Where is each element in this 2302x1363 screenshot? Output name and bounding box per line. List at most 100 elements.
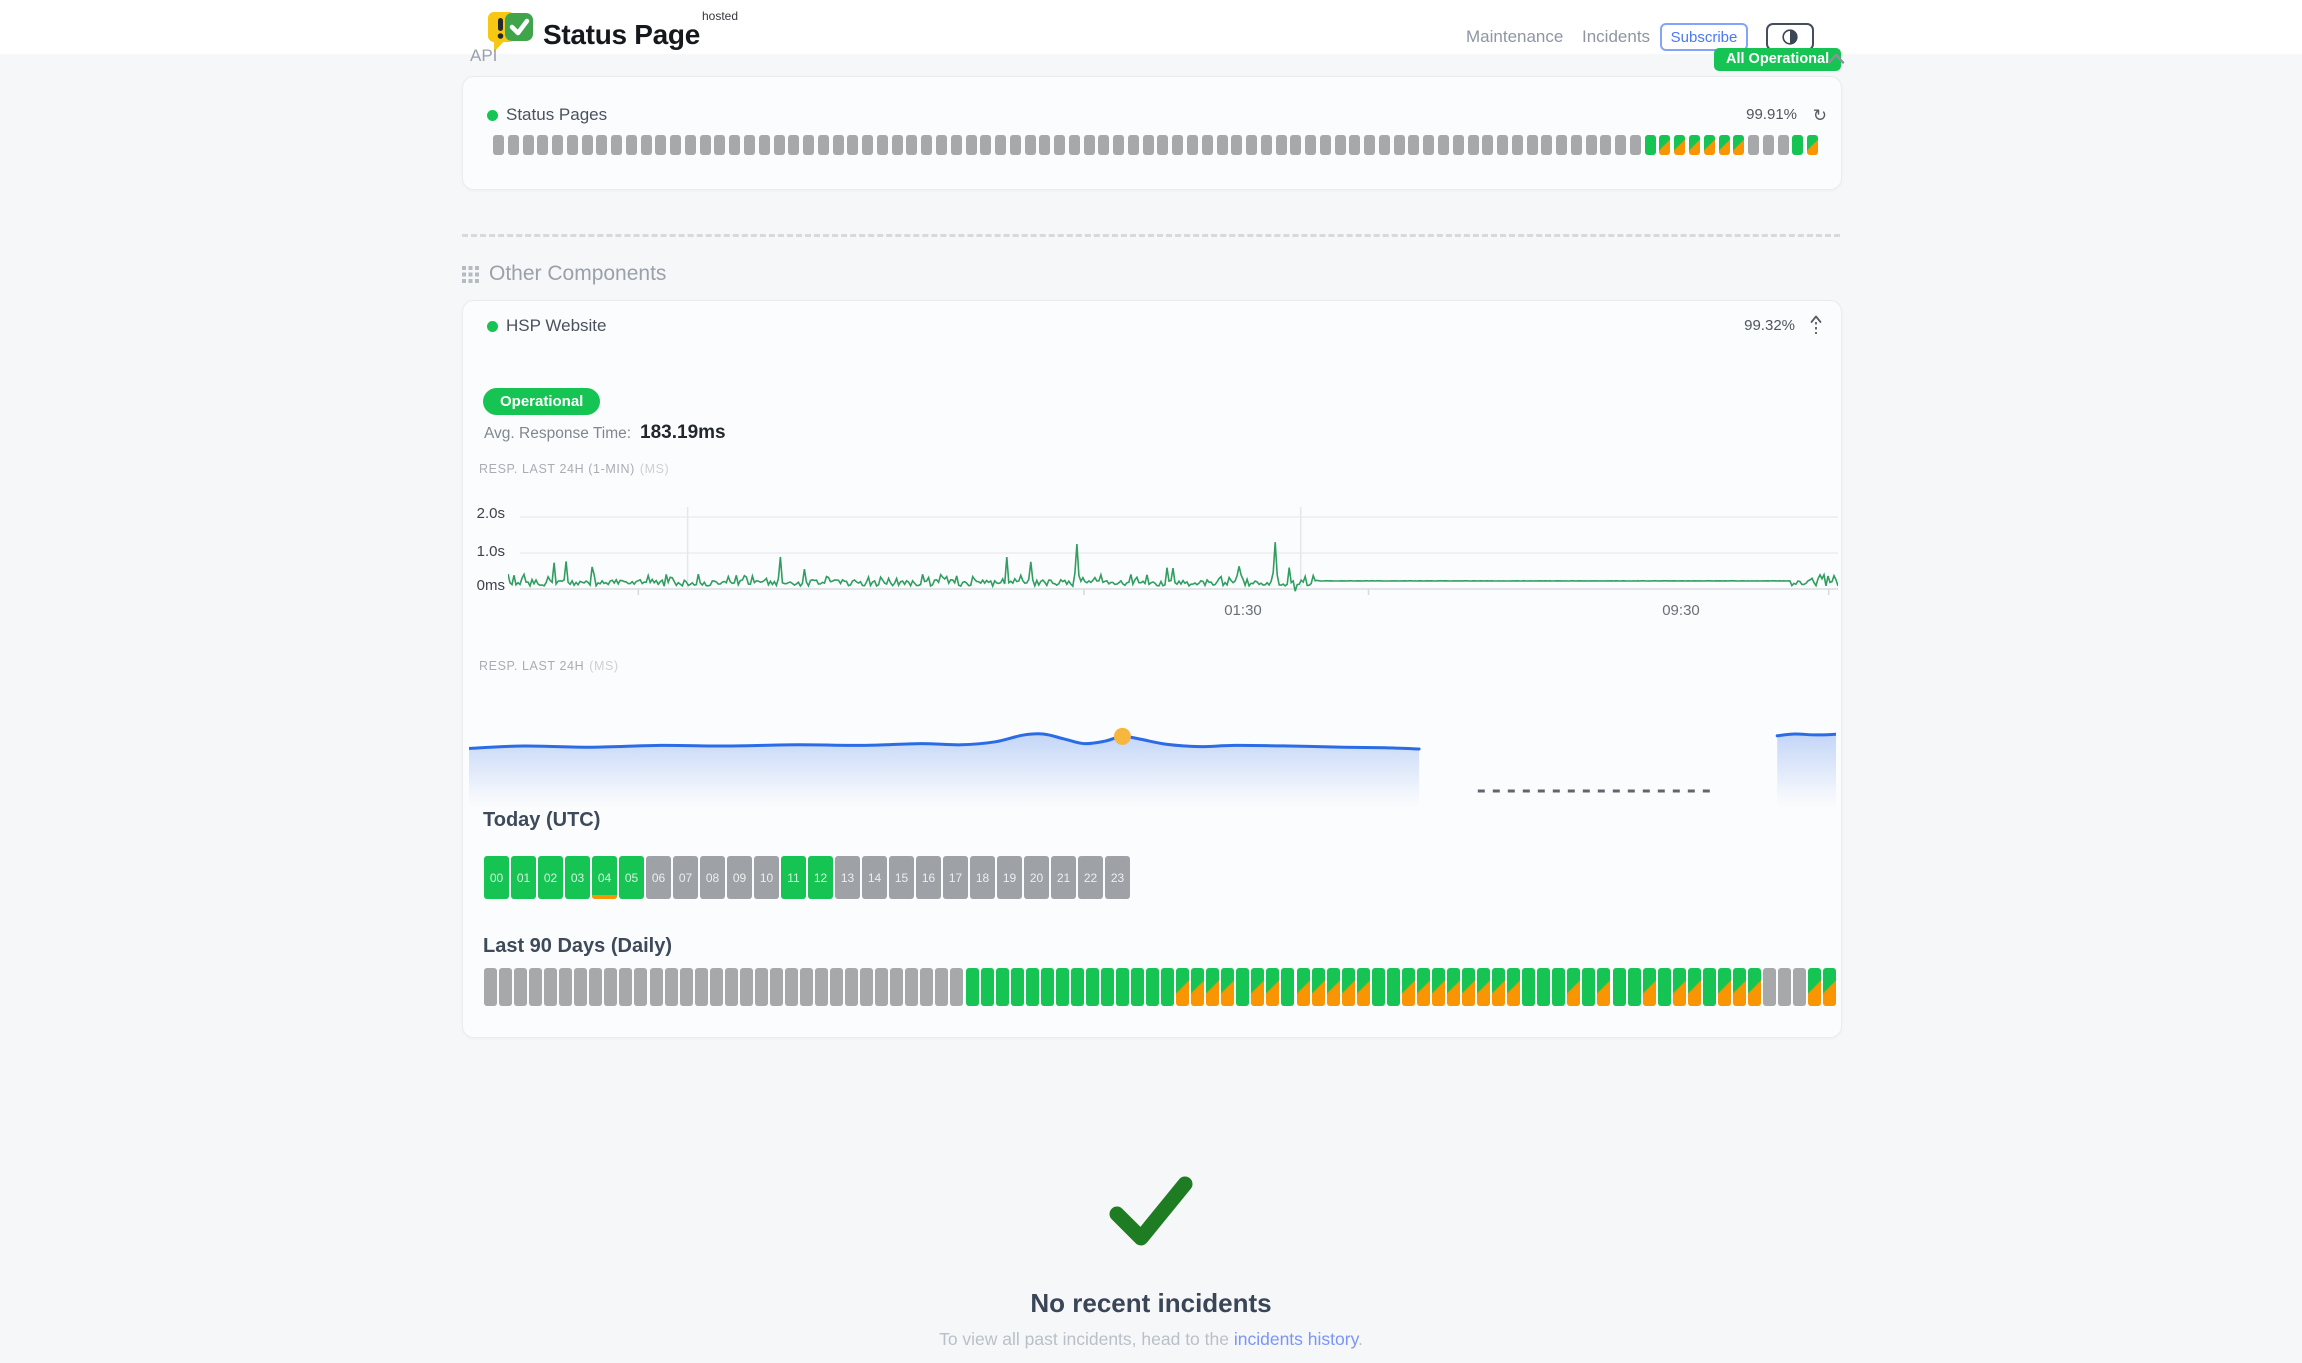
uptime-day-bar[interactable] — [1115, 968, 1129, 1006]
uptime-day-bar[interactable] — [1657, 968, 1671, 1006]
uptime-day-bar[interactable] — [1025, 968, 1039, 1006]
uptime-day-bar[interactable] — [1246, 135, 1258, 155]
hour-cell[interactable]: 12 — [808, 856, 833, 899]
uptime-day-bar[interactable] — [1556, 135, 1568, 155]
uptime-day-bar[interactable] — [1161, 968, 1175, 1006]
uptime-day-bar[interactable] — [1718, 135, 1730, 155]
uptime-day-bar[interactable] — [1492, 968, 1506, 1006]
hour-cell[interactable]: 17 — [943, 856, 968, 899]
uptime-day-bar[interactable] — [1221, 968, 1235, 1006]
uptime-day-bar[interactable] — [1462, 968, 1476, 1006]
uptime-day-bar[interactable] — [1526, 135, 1538, 155]
uptime-day-bar[interactable] — [1260, 135, 1272, 155]
uptime-day-bar[interactable] — [649, 968, 663, 1006]
uptime-day-bar[interactable] — [1275, 135, 1287, 155]
uptime-day-bar[interactable] — [1733, 135, 1745, 155]
hour-cell[interactable]: 00 — [484, 856, 509, 899]
uptime-day-bar[interactable] — [1423, 135, 1435, 155]
uptime-day-bar[interactable] — [655, 135, 667, 155]
uptime-day-bar[interactable] — [1085, 968, 1099, 1006]
uptime-day-bar[interactable] — [890, 968, 904, 1006]
uptime-day-bar[interactable] — [1612, 968, 1626, 1006]
uptime-day-bar[interactable] — [1146, 968, 1160, 1006]
uptime-day-bar[interactable] — [1266, 968, 1280, 1006]
uptime-day-bar[interactable] — [640, 135, 652, 155]
uptime-day-bar[interactable] — [1131, 968, 1145, 1006]
uptime-day-bar[interactable] — [1311, 968, 1325, 1006]
uptime-day-bar[interactable] — [1717, 968, 1731, 1006]
uptime-day-bar[interactable] — [1777, 135, 1789, 155]
uptime-day-bar[interactable] — [1055, 968, 1069, 1006]
uptime-day-bar[interactable] — [1507, 968, 1521, 1006]
uptime-day-bar[interactable] — [1416, 968, 1430, 1006]
uptime-day-bar[interactable] — [1687, 968, 1701, 1006]
uptime-day-bar[interactable] — [1702, 968, 1716, 1006]
uptime-day-bar[interactable] — [493, 135, 504, 155]
uptime-day-bar[interactable] — [1747, 968, 1761, 1006]
uptime-day-bar[interactable] — [935, 968, 949, 1006]
uptime-day-bar[interactable] — [611, 135, 623, 155]
uptime-day-bar[interactable] — [529, 968, 543, 1006]
hour-cell[interactable]: 15 — [889, 856, 914, 899]
hour-cell[interactable]: 21 — [1051, 856, 1076, 899]
uptime-day-bar[interactable] — [965, 135, 977, 155]
uptime-day-bar[interactable] — [1341, 968, 1355, 1006]
theme-toggle-button[interactable] — [1766, 23, 1814, 51]
hour-cell[interactable]: 05 — [619, 856, 644, 899]
uptime-day-bar[interactable] — [1600, 135, 1612, 155]
incidents-history-link[interactable]: incidents history — [1233, 1329, 1359, 1349]
uptime-day-bar[interactable] — [995, 135, 1007, 155]
uptime-day-bar[interactable] — [709, 968, 723, 1006]
collapse-up-arrow-icon[interactable] — [1809, 315, 1823, 337]
uptime-day-bar[interactable] — [1231, 135, 1243, 155]
uptime-day-bar[interactable] — [1127, 135, 1139, 155]
hour-cell[interactable]: 18 — [970, 856, 995, 899]
hour-cell[interactable]: 02 — [538, 856, 563, 899]
uptime-day-bar[interactable] — [1808, 968, 1822, 1006]
nav-maintenance[interactable]: Maintenance — [1466, 27, 1564, 46]
uptime-day-bar[interactable] — [1024, 135, 1036, 155]
uptime-day-bar[interactable] — [1644, 135, 1656, 155]
hour-cell[interactable]: 01 — [511, 856, 536, 899]
uptime-day-bar[interactable] — [1522, 968, 1536, 1006]
uptime-day-bar[interactable] — [1191, 968, 1205, 1006]
hour-cell[interactable]: 03 — [565, 856, 590, 899]
uptime-day-bar[interactable] — [1732, 968, 1746, 1006]
uptime-day-bar[interactable] — [769, 968, 783, 1006]
uptime-day-bar[interactable] — [1823, 968, 1837, 1006]
uptime-day-bar[interactable] — [1100, 968, 1114, 1006]
uptime-day-bar[interactable] — [875, 968, 889, 1006]
uptime-day-bar[interactable] — [537, 135, 549, 155]
uptime-day-bar[interactable] — [566, 135, 578, 155]
uptime-day-bar[interactable] — [1054, 135, 1066, 155]
uptime-day-bar[interactable] — [847, 135, 859, 155]
uptime-day-bar[interactable] — [559, 968, 573, 1006]
uptime-day-bar[interactable] — [1010, 968, 1024, 1006]
uptime-day-bar[interactable] — [950, 135, 962, 155]
uptime-day-bar[interactable] — [1216, 135, 1228, 155]
uptime-day-bar[interactable] — [862, 135, 874, 155]
hour-cell[interactable]: 14 — [862, 856, 887, 899]
uptime-day-bar[interactable] — [906, 135, 918, 155]
hour-cell[interactable]: 23 — [1105, 856, 1130, 899]
uptime-day-bar[interactable] — [1364, 135, 1376, 155]
uptime-day-bar[interactable] — [1281, 968, 1295, 1006]
hour-cell[interactable]: 22 — [1078, 856, 1103, 899]
uptime-day-bar[interactable] — [1511, 135, 1523, 155]
uptime-day-bar[interactable] — [724, 968, 738, 1006]
uptime-day-bar[interactable] — [1356, 968, 1370, 1006]
subscribe-button[interactable]: Subscribe — [1660, 23, 1748, 51]
uptime-day-bar[interactable] — [694, 968, 708, 1006]
uptime-day-bar[interactable] — [1807, 135, 1819, 155]
hour-cell[interactable]: 06 — [646, 856, 671, 899]
uptime-day-bar[interactable] — [1186, 135, 1198, 155]
refresh-icon[interactable]: ↻ — [1812, 106, 1827, 125]
hour-cell[interactable]: 19 — [997, 856, 1022, 899]
hour-cell[interactable]: 07 — [673, 856, 698, 899]
uptime-day-bar[interactable] — [1290, 135, 1302, 155]
uptime-day-bar[interactable] — [619, 968, 633, 1006]
uptime-day-bar[interactable] — [1477, 968, 1491, 1006]
uptime-day-bar[interactable] — [830, 968, 844, 1006]
uptime-day-bar[interactable] — [1689, 135, 1701, 155]
hour-cell[interactable]: 08 — [700, 856, 725, 899]
